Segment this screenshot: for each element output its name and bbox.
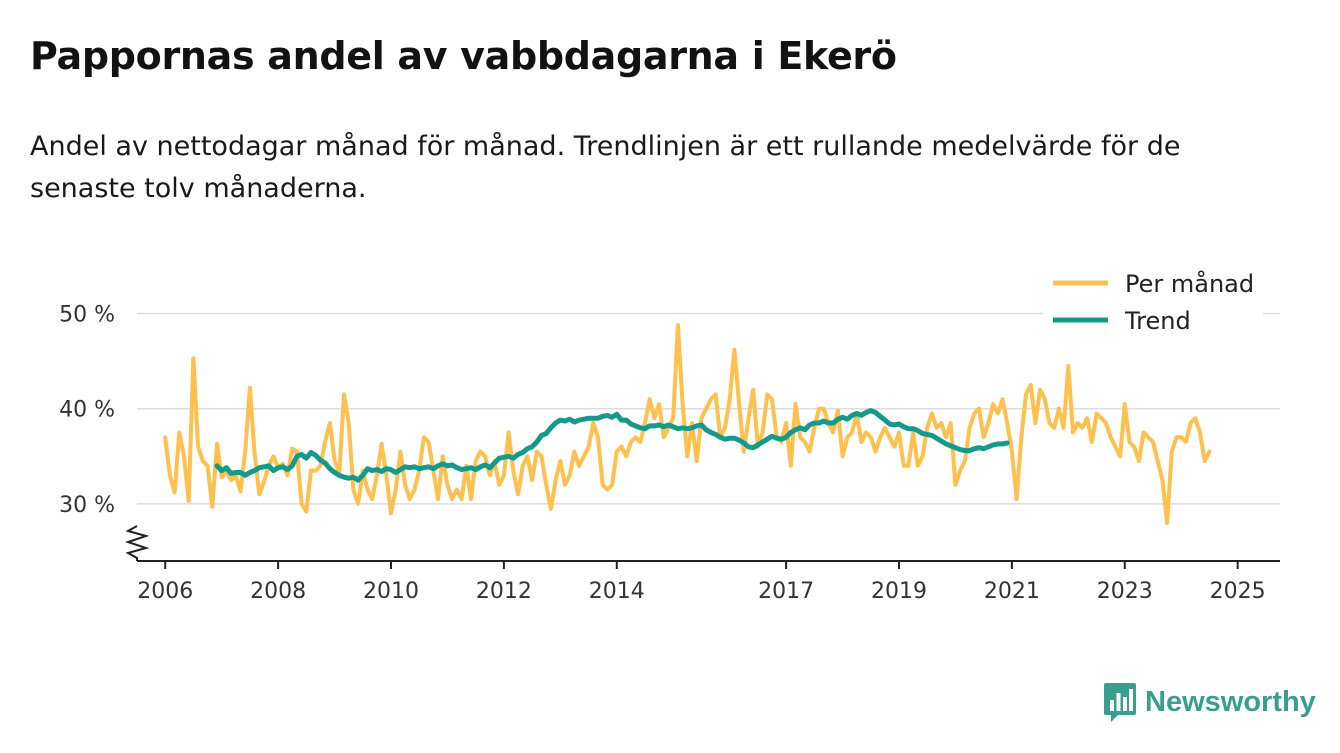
x-tick-label: 2014: [589, 579, 645, 604]
x-tick-label: 2010: [363, 579, 419, 604]
axes: [124, 525, 1280, 562]
brand-name: Newsworthy: [1145, 685, 1316, 718]
x-tick-label: 2017: [758, 579, 814, 604]
x-tick-label: 2021: [984, 579, 1040, 604]
y-tick-labels: 30 % 40 % 50 %: [59, 303, 115, 518]
legend-label-per-manad: Per månad: [1125, 269, 1254, 298]
x-tick-label: 2019: [871, 579, 927, 604]
series-line-per-manad: [163, 323, 1212, 525]
legend-label-trend: Trend: [1124, 307, 1191, 335]
x-tick-label: 2012: [476, 579, 532, 604]
brand-logo[interactable]: Newsworthy: [1103, 680, 1316, 724]
legend-background: [1043, 264, 1263, 346]
series-line-trend: [214, 408, 1010, 483]
series: [163, 323, 1212, 525]
y-tick-label: 40 %: [59, 398, 115, 423]
x-tick-label: 2023: [1097, 579, 1153, 604]
bar-chart-logo-icon: [1104, 683, 1136, 722]
x-tick-label: 2008: [250, 579, 306, 604]
y-tick-label: 30 %: [59, 493, 115, 518]
chart-title: Pappornas andel av vabbdagarna i Ekerö: [30, 34, 897, 78]
y-tick-label: 50 %: [59, 303, 115, 328]
chart-subtitle: Andel av nettodagar månad för månad. Tre…: [30, 131, 1181, 204]
y-axis-break-icon: [124, 525, 150, 561]
x-tick-labels: 2006 2008 2010 2012 2014 2017 2019 2021 2023 2025: [137, 561, 1266, 604]
legend: Per månad Trend: [1043, 264, 1263, 346]
x-tick-label: 2025: [1210, 579, 1266, 604]
x-tick-label: 2006: [137, 579, 193, 604]
